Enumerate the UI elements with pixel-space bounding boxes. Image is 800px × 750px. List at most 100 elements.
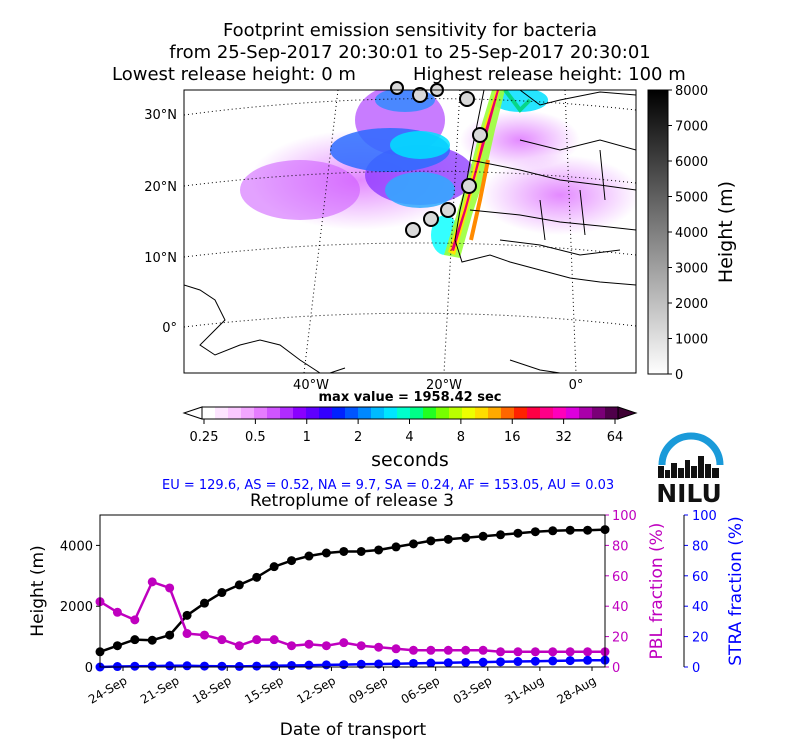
sensitivity-colorbar-tick-label: 4 (405, 430, 413, 445)
height-series-point (234, 580, 244, 590)
stra-series-point (374, 659, 384, 669)
colorbar-cell (241, 407, 255, 419)
height-series-point (112, 641, 122, 651)
trajectory-marker (472, 127, 488, 143)
stra-series-point (496, 657, 506, 667)
colorbar-cell (215, 407, 229, 419)
height-series-point (478, 531, 488, 541)
pbl-series-point (513, 647, 523, 657)
chart-x-tick-label: 03-Sep (451, 673, 495, 706)
trajectory-marker (440, 202, 456, 218)
stra-series-point (426, 658, 436, 668)
lon-label: 0° (569, 378, 584, 393)
chart-y-tick-label: 0 (85, 661, 93, 676)
nilu-logo-arc (658, 432, 724, 466)
stra-series-point (443, 658, 453, 668)
stra-series-point (269, 661, 279, 671)
pbl-series-point (252, 635, 262, 645)
height-series-point (252, 572, 262, 582)
pbl-series-point (374, 642, 384, 652)
trajectory-marker (461, 178, 477, 194)
pbl-series-point (147, 577, 157, 587)
height-series-point (182, 610, 192, 620)
height-series-point (217, 588, 227, 598)
chart-y3-label: STRA fraction (%) (726, 516, 746, 665)
trajectory-marker (390, 81, 404, 95)
stra-series-point (130, 661, 140, 671)
chart-x-tick-label: 15-Sep (242, 673, 286, 706)
height-colorbar-tick-label: 4000 (675, 226, 708, 241)
pbl-series-point (461, 645, 471, 655)
footprint-map (183, 81, 637, 374)
stra-series-point (199, 661, 209, 671)
nilu-logo-text: NILU (656, 479, 722, 508)
chart-y2-tick-label: 20 (612, 631, 629, 646)
stra-series-point (391, 659, 401, 669)
pbl-series-point (217, 635, 227, 645)
trajectory-marker (423, 211, 439, 227)
stra-series-point (321, 660, 331, 670)
colorbar-cell (319, 407, 333, 419)
colorbar-cell (202, 407, 216, 419)
colorbar-cell (293, 407, 307, 419)
colorbar-cell (358, 407, 372, 419)
colorbar-cell (332, 407, 346, 419)
stra-series-point (478, 657, 488, 667)
pbl-series-point (548, 647, 558, 657)
map-title-line-1: Footprint emission sensitivity for bacte… (222, 20, 598, 41)
chart-y2-label: PBL fraction (%) (647, 523, 667, 660)
height-series-point (496, 530, 506, 540)
pbl-series-point (443, 645, 453, 655)
chart-x-tick-label: 21-Sep (138, 673, 182, 706)
chart-x-label: Date of transport (280, 720, 427, 740)
sensitivity-colorbar-tick-label: 16 (504, 430, 521, 445)
chart-title: Retroplume of release 3 (250, 491, 454, 511)
height-series-point (356, 546, 366, 556)
trajectory-marker (405, 222, 421, 238)
stra-series-point (182, 661, 192, 671)
pbl-series-point (356, 641, 366, 651)
sensitivity-colorbar-tick-label: 64 (607, 430, 624, 445)
height-colorbar-gradient (647, 89, 669, 375)
chart-y3-tick-label: 20 (692, 631, 709, 646)
colorbar-cell (605, 407, 619, 419)
chart-y3-tick-label: 60 (692, 570, 709, 585)
chart-y2-tick-label: 0 (612, 661, 620, 676)
height-colorbar-tick-label: 3000 (675, 262, 708, 277)
chart-y2-tick-label: 40 (612, 600, 629, 615)
colorbar-extend-max (617, 406, 638, 420)
height-colorbar: 0 1000 2000 3000 4000 5000 6000 7000 8000 Height… (647, 84, 737, 383)
height-series-point (391, 542, 401, 552)
pbl-series-point (496, 647, 506, 657)
retroplume-chart: Retroplume of release 3 0 2000 4000 0 20 40 60… (28, 491, 746, 740)
colorbar-cell (514, 407, 528, 419)
pbl-series-point (182, 629, 192, 639)
colorbar-cell (553, 407, 567, 419)
pbl-series-point (269, 635, 279, 645)
pbl-series-point (287, 641, 297, 651)
map-frame (183, 89, 637, 374)
height-series-point (165, 630, 175, 640)
height-series-point (269, 562, 279, 572)
colorbar-cell (410, 407, 424, 419)
stra-series-point (165, 661, 175, 671)
chart-y-tick-label: 4000 (60, 539, 93, 554)
pbl-series-point (304, 639, 314, 649)
height-colorbar-tick-label: 1000 (675, 333, 708, 348)
sensitivity-colorbar-tick-label: 0.25 (190, 430, 219, 445)
stra-series-point (565, 656, 575, 666)
stra-series-point (147, 661, 157, 671)
height-series-line (99, 528, 606, 653)
max-value-label: max value = 1958.42 sec (319, 390, 502, 405)
chart-x-tick-label: 12-Sep (294, 673, 338, 706)
height-series-point (443, 534, 453, 544)
trajectory-marker (459, 91, 475, 107)
height-colorbar-tick-label: 2000 (675, 297, 708, 312)
graticule (184, 90, 636, 373)
colorbar-cell (280, 407, 294, 419)
chart-x-tick-label: 28-Aug (554, 673, 598, 707)
stra-series-point (461, 657, 471, 667)
height-colorbar-tick-label: 5000 (675, 191, 708, 206)
stra-series-point (583, 655, 593, 665)
